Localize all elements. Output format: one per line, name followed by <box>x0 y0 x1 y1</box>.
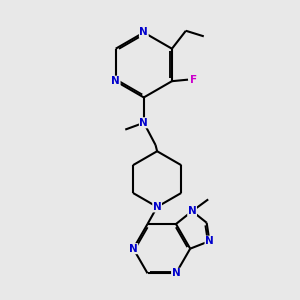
Text: N: N <box>140 118 148 128</box>
Text: N: N <box>205 236 214 246</box>
Text: F: F <box>190 75 197 85</box>
Text: N: N <box>129 244 138 254</box>
Text: N: N <box>111 76 120 86</box>
Text: N: N <box>172 268 180 278</box>
Text: N: N <box>153 202 161 212</box>
Text: N: N <box>140 28 148 38</box>
Text: N: N <box>188 206 197 216</box>
